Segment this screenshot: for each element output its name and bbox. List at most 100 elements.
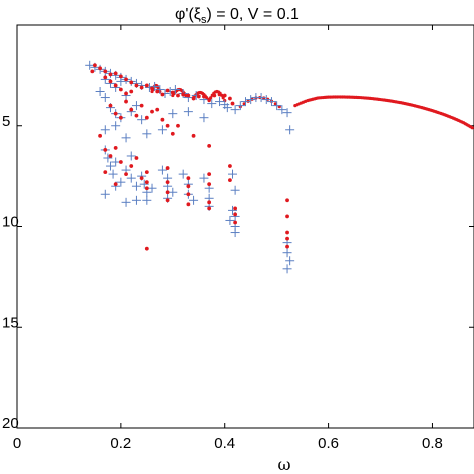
dot-point <box>230 101 235 106</box>
dot-point <box>113 83 118 88</box>
dot-point <box>124 91 128 96</box>
plus-point <box>155 84 165 94</box>
plus-point <box>199 113 209 123</box>
plus-point <box>95 86 105 96</box>
dot-point <box>285 230 289 235</box>
plus-point <box>241 97 250 107</box>
plus-point <box>282 248 292 258</box>
plus-point <box>139 179 149 189</box>
dot-point <box>144 83 149 88</box>
x-tick-label: 0.2 <box>110 435 131 452</box>
y-tick-label: 20 <box>2 415 19 432</box>
x-tick-label: 0.8 <box>422 435 443 452</box>
dot-point <box>118 160 123 164</box>
dot-point <box>144 180 149 185</box>
dot-point <box>155 89 160 94</box>
plus-point <box>168 187 178 197</box>
dot-point <box>285 214 289 219</box>
dot-point <box>129 89 134 94</box>
dot-point <box>124 172 128 177</box>
dot-point <box>113 146 118 150</box>
dot-point <box>103 69 108 74</box>
plus-point <box>131 195 141 205</box>
plus-point <box>157 125 167 135</box>
dot-point <box>124 77 128 82</box>
dot-point <box>170 90 175 95</box>
plus-point <box>100 93 110 103</box>
plus-point <box>178 169 188 179</box>
plus-point <box>246 95 256 105</box>
dot-point <box>165 180 170 185</box>
dot-point <box>103 148 108 152</box>
y-tick-label: 10 <box>2 214 19 231</box>
plus-point <box>170 84 180 94</box>
dot-point <box>186 176 191 181</box>
y-tick-label: 15 <box>2 314 19 331</box>
plus-point <box>266 97 276 107</box>
dot-point <box>129 80 134 85</box>
plus-point <box>189 195 199 205</box>
plus-point <box>126 173 136 183</box>
dot-point <box>155 107 160 112</box>
dot-point <box>139 176 144 181</box>
plus-series <box>85 60 295 274</box>
plus-point <box>272 101 282 111</box>
plus-point <box>121 133 131 143</box>
dot-point <box>202 94 206 99</box>
dot-point <box>98 133 102 138</box>
dot-point <box>144 246 149 251</box>
dot-point <box>160 117 165 122</box>
plus-point <box>282 108 292 118</box>
dot-point <box>285 244 289 249</box>
plus-point <box>228 205 238 215</box>
dot-point <box>207 172 212 177</box>
x-tick-label: 0 <box>13 435 21 452</box>
plus-point <box>108 169 118 179</box>
dot-point <box>233 220 238 225</box>
dot-point <box>207 182 212 187</box>
plus-point <box>111 157 121 167</box>
plus-point <box>111 121 121 131</box>
plus-point <box>261 95 271 105</box>
plot-frame <box>16 24 474 429</box>
dot-point <box>207 97 212 102</box>
dot-point <box>191 96 196 101</box>
dot-point <box>103 75 108 80</box>
dot-point <box>144 115 149 120</box>
dot-point <box>139 103 144 108</box>
dot-point <box>176 93 180 98</box>
dot-point <box>165 88 170 93</box>
dot-point <box>233 206 238 211</box>
dot-point <box>134 156 139 160</box>
chart-title: φ'(ξs) = 0, V = 0.1 <box>175 6 299 26</box>
x-tick-label: 0.6 <box>318 435 339 452</box>
plus-point <box>230 228 240 238</box>
dot-point <box>134 83 139 88</box>
plus-point <box>230 185 240 195</box>
plus-point <box>131 101 141 111</box>
plus-point <box>222 103 232 113</box>
dot-point <box>144 186 149 191</box>
axis-ticks <box>16 25 474 429</box>
dot-point <box>108 72 113 77</box>
dot-point <box>207 206 212 211</box>
dot-point <box>118 74 123 79</box>
dot-point <box>196 94 201 99</box>
dot-point <box>207 144 212 148</box>
dot-point <box>108 154 113 158</box>
plus-point <box>116 177 126 187</box>
plus-point <box>100 189 110 199</box>
dot-point <box>217 92 222 97</box>
y-tick-labels: 5 10 15 20 <box>2 113 19 432</box>
dot-point <box>165 123 170 128</box>
dot-point <box>222 93 227 98</box>
plus-point <box>157 165 167 175</box>
plus-point <box>100 125 110 135</box>
plus-point <box>285 256 295 266</box>
dot-point <box>165 198 170 203</box>
plus-point <box>199 173 209 183</box>
dot-point <box>103 170 108 174</box>
dot-point <box>108 79 113 84</box>
dot-point <box>139 85 144 90</box>
